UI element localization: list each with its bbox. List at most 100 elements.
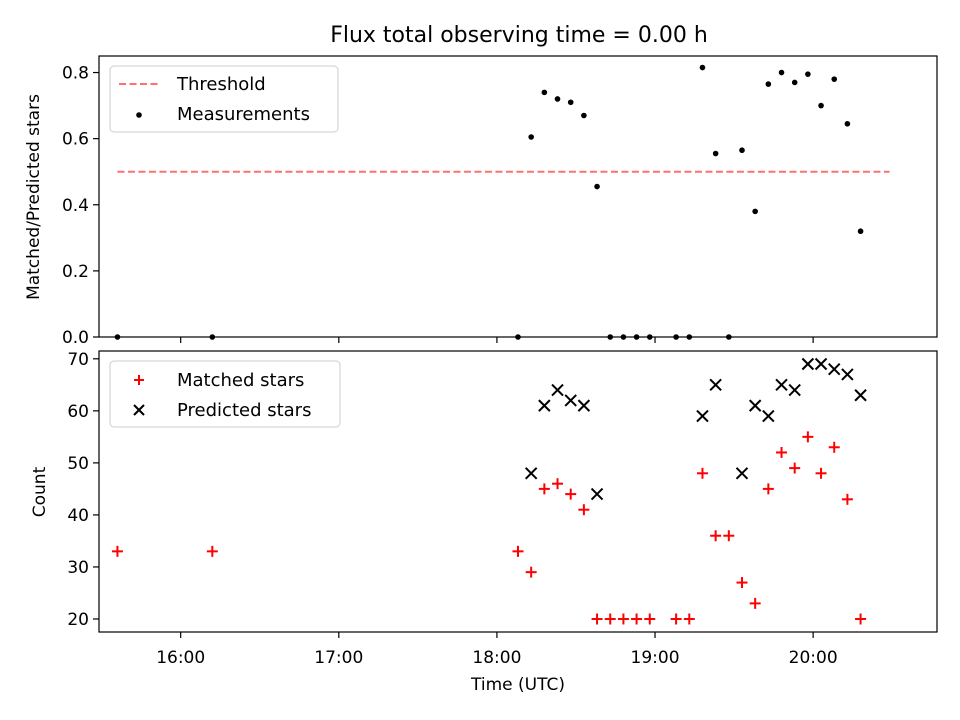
x-axis-label: Time (UTC)	[470, 675, 565, 695]
measurement-point	[712, 150, 719, 157]
bottom-ytick-label: 40	[67, 506, 89, 526]
matched-star-point	[749, 597, 761, 609]
measurement-point	[765, 81, 772, 87]
predicted-star-point	[709, 378, 722, 392]
measurement-point	[554, 96, 561, 102]
measurement-point	[778, 69, 785, 76]
matched-star-point	[841, 493, 853, 505]
matched-star-point	[644, 613, 656, 625]
matched-star-point	[802, 431, 814, 443]
measurement-point	[805, 71, 811, 77]
bottom-plot-area	[111, 357, 867, 625]
matched-star-point	[111, 545, 123, 557]
measurement-point	[857, 228, 864, 235]
top-legend[interactable]: Threshold Measurements	[109, 65, 339, 133]
matched-star-point	[762, 483, 774, 495]
matched-star-point	[206, 545, 218, 557]
bottom-ytick-label: 50	[67, 454, 89, 474]
bottom-y-axis: 20 30 40 50 60 70	[67, 350, 99, 630]
matched-star-point	[578, 504, 590, 516]
measurement-point	[844, 120, 851, 127]
legend-predicted-swatch	[133, 404, 145, 416]
matched-star-point	[723, 530, 735, 542]
measurement-point	[581, 112, 587, 119]
bottom-panel: 20 30 40 50 60 70 16:00 17:00 18:00 19:00 20:00 C…	[30, 350, 938, 695]
predicted-star-point	[814, 357, 828, 371]
measurement-point	[541, 89, 548, 96]
bottom-x-axis: 16:00 17:00 18:00 19:00 20:00	[156, 632, 838, 668]
matched-star-point	[696, 467, 708, 479]
bottom-xtick-label: 19:00	[631, 648, 680, 668]
top-y-axis-label: Matched/Predicted stars	[24, 94, 44, 300]
top-plot-area	[114, 64, 890, 340]
bottom-xtick-label: 20:00	[789, 648, 838, 668]
legend-measurements-swatch	[136, 112, 142, 118]
measurement-point	[594, 183, 600, 190]
predicted-star-point	[696, 409, 709, 423]
bottom-xtick-label: 17:00	[314, 648, 363, 668]
measurement-point	[699, 64, 706, 71]
bottom-xtick-label: 18:00	[472, 648, 521, 668]
predicted-star-point	[801, 357, 815, 371]
predicted-star-point	[788, 383, 801, 397]
top-ytick-label: 0.6	[62, 130, 89, 150]
matched-star-point	[776, 446, 788, 458]
predicted-star-point	[762, 409, 775, 423]
predicted-star-point	[551, 383, 564, 397]
measurement-point	[739, 147, 745, 154]
matched-star-point	[670, 613, 682, 625]
predicted-star-point	[590, 487, 604, 501]
bottom-axes-frame	[98, 350, 938, 633]
legend-matched-label: Matched stars	[177, 370, 304, 391]
matched-star-point	[855, 613, 867, 625]
matched-star-point	[789, 462, 801, 474]
top-ytick-label: 0.4	[62, 196, 89, 216]
matched-star-point	[828, 441, 840, 453]
top-x-ticks	[180, 337, 814, 343]
top-ytick-label: 0.2	[62, 262, 89, 282]
predicted-star-point	[854, 389, 867, 402]
measurement-point	[791, 79, 798, 86]
predicted-star-point	[564, 394, 577, 407]
top-ytick-label: 0.0	[62, 328, 89, 348]
matched-star-point	[538, 483, 550, 495]
matched-star-point	[591, 613, 603, 625]
bottom-ytick-label: 20	[67, 610, 89, 630]
measurement-point	[528, 134, 534, 140]
predicted-star-point	[841, 368, 854, 381]
bottom-ytick-label: 60	[67, 402, 89, 422]
legend-predicted-label: Predicted stars	[177, 400, 311, 421]
measurement-point	[831, 76, 838, 82]
matched-star-point	[683, 613, 695, 625]
predicted-star-point	[735, 467, 749, 480]
legend-threshold-label: Threshold	[176, 74, 266, 95]
bottom-ytick-label: 70	[67, 350, 89, 370]
matched-star-point	[815, 467, 827, 479]
matched-star-point	[631, 613, 643, 625]
predicted-star-point	[538, 399, 551, 412]
bottom-legend-box	[109, 360, 341, 428]
top-legend-box	[109, 65, 339, 133]
matched-star-point	[736, 577, 748, 589]
figure-title: Flux total observing time = 0.00 h	[330, 23, 708, 48]
top-ytick-label: 0.8	[62, 64, 89, 84]
matched-star-point	[552, 478, 564, 490]
measurement-point	[818, 102, 824, 109]
matched-star-point	[710, 530, 722, 542]
top-panel: 0.00.20.40.60.8 Matched/Predicted stars …	[24, 55, 938, 348]
top-y-axis: 0.0 0.2 0.4 0.6 0.8	[62, 64, 99, 348]
bottom-xtick-label: 16:00	[156, 648, 205, 668]
bottom-legend[interactable]: Matched stars Predicted stars	[109, 360, 341, 428]
matched-star-point	[604, 613, 616, 625]
predicted-star-point	[828, 363, 841, 376]
matched-star-point	[565, 488, 577, 500]
top-axes-frame	[98, 55, 938, 338]
matched-star-point	[512, 545, 524, 557]
bottom-y-axis-label: Count	[30, 466, 50, 517]
predicted-star-point	[748, 399, 762, 412]
bottom-ytick-label: 30	[67, 558, 89, 578]
predicted-star-point	[524, 467, 538, 480]
predicted-star-point	[577, 399, 591, 412]
matched-star-point	[617, 613, 629, 625]
